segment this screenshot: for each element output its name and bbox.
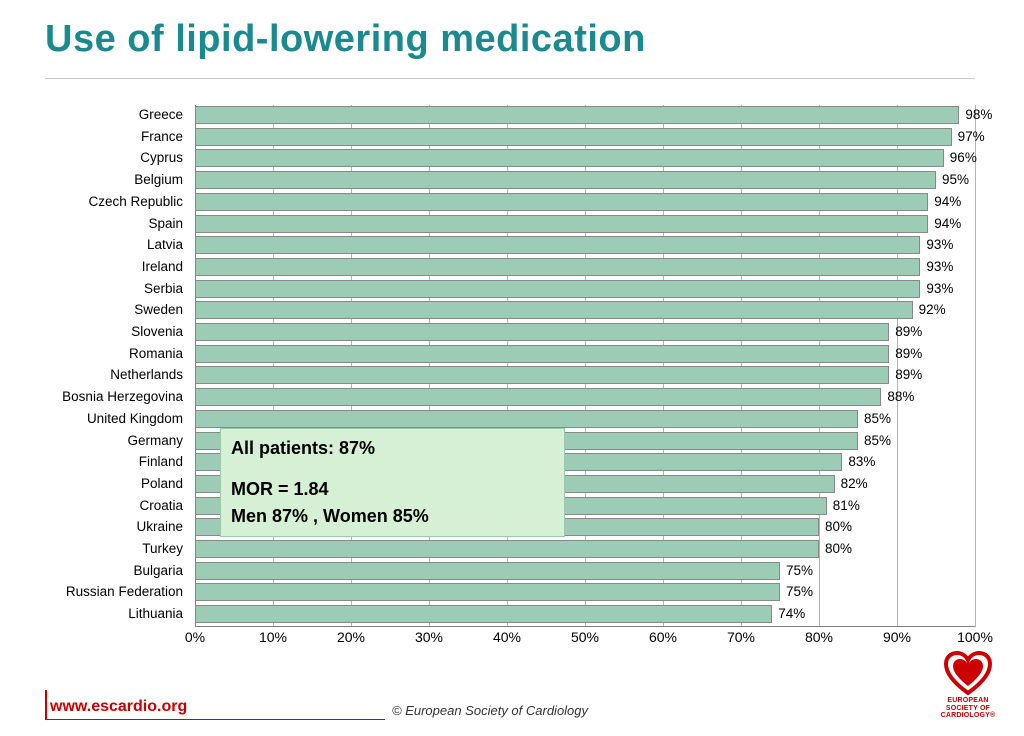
bar	[195, 323, 889, 341]
x-axis-line	[195, 626, 975, 627]
heart-icon	[944, 651, 992, 695]
category-label: Germany	[33, 432, 183, 450]
x-axis-tick-label: 100%	[957, 629, 993, 645]
grid-line	[975, 105, 976, 627]
category-label: United Kingdom	[33, 410, 183, 428]
bar-value-label: 85%	[864, 410, 891, 428]
bar	[195, 345, 889, 363]
bar-value-label: 89%	[895, 323, 922, 341]
bar	[195, 605, 772, 623]
bar-value-label: 80%	[825, 518, 852, 536]
bar	[195, 106, 959, 124]
esc-logo: EUROPEAN SOCIETY OF CARDIOLOGY®	[936, 651, 1000, 720]
bar-value-label: 94%	[934, 193, 961, 211]
bar	[195, 236, 920, 254]
x-axis-tick-label: 30%	[415, 629, 443, 645]
x-axis-tick-label: 40%	[493, 629, 521, 645]
bar	[195, 388, 881, 406]
bar-value-label: 92%	[919, 301, 946, 319]
category-label: Spain	[33, 215, 183, 233]
bar-value-label: 88%	[887, 388, 914, 406]
bar	[195, 280, 920, 298]
x-axis-tick-label: 10%	[259, 629, 287, 645]
bar-value-label: 83%	[848, 453, 875, 471]
x-axis-tick-label: 50%	[571, 629, 599, 645]
bar	[195, 366, 889, 384]
slide-title: Use of lipid-lowering medication	[45, 18, 646, 61]
category-label: Czech Republic	[33, 193, 183, 211]
bar-value-label: 85%	[864, 432, 891, 450]
bar-value-label: 93%	[926, 236, 953, 254]
bar-value-label: 82%	[841, 475, 868, 493]
annotation-line: Men 87% , Women 85%	[231, 503, 554, 530]
bar-value-label: 94%	[934, 215, 961, 233]
bar-chart: 98%97%96%95%94%94%93%93%93%92%89%89%89%8…	[45, 105, 975, 653]
bar	[195, 540, 819, 558]
category-label: Netherlands	[33, 366, 183, 384]
category-label: Bosnia Herzegovina	[33, 388, 183, 406]
bar	[195, 193, 928, 211]
x-axis-tick-label: 60%	[649, 629, 677, 645]
category-label: Bulgaria	[33, 562, 183, 580]
category-label: France	[33, 128, 183, 146]
bar-value-label: 75%	[786, 583, 813, 601]
x-axis-tick-label: 70%	[727, 629, 755, 645]
category-label: Sweden	[33, 301, 183, 319]
title-underline	[45, 78, 975, 79]
slide: Use of lipid-lowering medication 98% 97% 9…	[0, 0, 1024, 736]
x-axis-tick-label: 80%	[805, 629, 833, 645]
x-axis-tick-label: 90%	[883, 629, 911, 645]
category-label: Belgium	[33, 171, 183, 189]
bar-value-label: 80%	[825, 540, 852, 558]
annotation-line: All patients: 87%	[231, 435, 554, 462]
bar	[195, 215, 928, 233]
bar	[195, 258, 920, 276]
category-label: Slovenia	[33, 323, 183, 341]
bar-value-label: 95%	[942, 171, 969, 189]
category-label: Ukraine	[33, 518, 183, 536]
bar	[195, 410, 858, 428]
annotation-line: MOR = 1.84	[231, 476, 554, 503]
bar-value-label: 97%	[958, 128, 985, 146]
footer-copyright: © European Society of Cardiology	[392, 703, 588, 718]
chart-plot-area: 98%97%96%95%94%94%93%93%93%92%89%89%89%8…	[195, 105, 975, 627]
bar-value-label: 98%	[965, 106, 992, 124]
category-label: Croatia	[33, 497, 183, 515]
category-label: Greece	[33, 106, 183, 124]
category-label: Finland	[33, 453, 183, 471]
summary-annotation-box: All patients: 87% MOR = 1.84Men 87% , Wo…	[220, 428, 565, 537]
category-label: Latvia	[33, 236, 183, 254]
bar-value-label: 93%	[926, 258, 953, 276]
footer-accent-vertical	[45, 690, 47, 720]
bar-value-label: 74%	[778, 605, 805, 623]
category-label: Serbia	[33, 280, 183, 298]
bar-value-label: 89%	[895, 345, 922, 363]
bar	[195, 149, 944, 167]
bar	[195, 562, 780, 580]
bar-value-label: 93%	[926, 280, 953, 298]
x-axis-tick-label: 20%	[337, 629, 365, 645]
footer-accent-horizontal	[45, 719, 385, 720]
bar-value-label: 81%	[833, 497, 860, 515]
bar	[195, 301, 913, 319]
category-label: Cyprus	[33, 149, 183, 167]
category-label: Lithuania	[33, 605, 183, 623]
logo-caption: EUROPEAN SOCIETY OF CARDIOLOGY®	[936, 697, 1000, 720]
bar	[195, 128, 952, 146]
category-label: Ireland	[33, 258, 183, 276]
bar	[195, 171, 936, 189]
category-label: Russian Federation	[33, 583, 183, 601]
annotation-line	[231, 462, 554, 476]
category-label: Turkey	[33, 540, 183, 558]
bar-value-label: 96%	[950, 149, 977, 167]
category-label: Poland	[33, 475, 183, 493]
bar-value-label: 89%	[895, 366, 922, 384]
category-label: Romania	[33, 345, 183, 363]
footer-url: www.escardio.org	[50, 698, 187, 716]
bar	[195, 583, 780, 601]
x-axis-tick-label: 0%	[185, 629, 205, 645]
bar-value-label: 75%	[786, 562, 813, 580]
